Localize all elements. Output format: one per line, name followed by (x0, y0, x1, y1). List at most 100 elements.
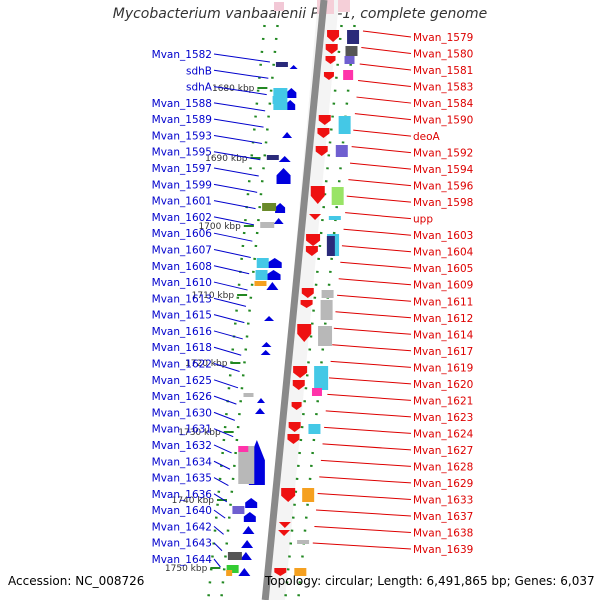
left-gene-leader (213, 477, 229, 486)
right-gene-leader (337, 294, 412, 302)
left-gene-leader (213, 200, 256, 210)
right-gene-label: Mvan_1638 (413, 527, 473, 539)
right-gene-leader (359, 63, 412, 71)
left-gene-label: Mvan_1643 (152, 538, 212, 550)
kbp-tick-label: 1700 kbp (198, 222, 241, 232)
reverse-gene-arrow (281, 488, 296, 502)
right-gene-label: Mvan_1604 (413, 247, 474, 259)
left-gene-leader (213, 297, 247, 307)
feature-box (226, 570, 233, 576)
feature-box (227, 552, 242, 560)
feature-box (320, 300, 333, 320)
forward-gene-arrow (264, 316, 275, 321)
right-gene-leader (319, 476, 412, 484)
right-gene-leader (327, 393, 412, 401)
reverse-gene-arrow (323, 72, 334, 80)
left-gene-label: Mvan_1599 (152, 179, 212, 191)
right-gene-label: Mvan_1611 (413, 296, 473, 308)
right-gene-label: Mvan_1624 (413, 428, 474, 440)
left-gene-label: Mvan_1589 (152, 114, 212, 126)
forward-gene-arrow (273, 218, 284, 224)
reverse-gene-arrow (325, 44, 338, 54)
forward-gene-arrow (289, 65, 298, 69)
left-gene-leader (213, 558, 221, 568)
forward-gene-arrow (256, 398, 265, 403)
forward-gene-arrow (261, 342, 272, 347)
feature-box (344, 56, 355, 64)
forward-gene-arrow (275, 203, 286, 213)
left-gene-label: Mvan_1607 (152, 244, 212, 256)
right-gene-label: Mvan_1623 (413, 412, 473, 424)
forward-gene-arrow (238, 568, 251, 576)
right-gene-leader (317, 492, 412, 500)
right-gene-label: Mvan_1639 (413, 544, 473, 556)
kbp-tick-label: 1740 kbp (172, 496, 215, 506)
feature-box (294, 568, 307, 576)
right-gene-leader (332, 344, 412, 352)
forward-gene-arrow (241, 540, 254, 548)
left-gene-leader (213, 411, 235, 421)
left-gene-label: Mvan_1601 (152, 196, 212, 208)
right-gene-label: Mvan_1627 (413, 445, 473, 457)
reverse-gene-arrow (327, 30, 340, 42)
right-gene-leader (345, 212, 412, 220)
right-gene-leader (312, 542, 412, 550)
feature-box (345, 46, 358, 56)
feature-box (321, 290, 334, 298)
feature-box (328, 216, 341, 220)
right-gene-leader (338, 278, 412, 286)
left-gene-label: Mvan_1606 (152, 228, 213, 240)
forward-gene-arrow (245, 498, 258, 508)
feature-box (314, 366, 329, 390)
right-gene-label: Mvan_1580 (413, 49, 473, 61)
right-gene-leader (349, 162, 412, 170)
forward-gene-arrow (266, 282, 279, 290)
feature-box (226, 565, 239, 573)
right-gene-label: Mvan_1605 (413, 263, 473, 275)
topology-text: Topology: circular; Length: 6,491,865 bp… (265, 574, 595, 588)
feature-box (311, 388, 322, 396)
genome-title: Mycobacterium vanbaalenii PYR-1, complet… (112, 6, 488, 22)
left-gene-leader (213, 134, 263, 144)
right-gene-leader (324, 426, 412, 434)
reverse-gene-arrow (310, 186, 325, 204)
left-gene-leader (213, 281, 248, 291)
reverse-gene-arrow (278, 522, 291, 528)
left-gene-leader (213, 248, 251, 258)
right-gene-label: Mvan_1579 (413, 32, 473, 44)
right-gene-leader (333, 327, 412, 335)
left-gene-label: Mvan_1631 (152, 424, 212, 436)
kbp-tick-label: 1680 kbp (212, 84, 255, 94)
reverse-gene-arrow (278, 530, 291, 536)
left-gene-label: Mvan_1615 (152, 310, 212, 322)
kbp-tick-label: 1750 kbp (165, 564, 208, 574)
right-gene-label: Mvan_1614 (413, 329, 474, 341)
reverse-gene-arrow (315, 146, 328, 156)
right-gene-leader (315, 509, 412, 517)
right-gene-leader (341, 245, 412, 253)
left-gene-leader (213, 265, 250, 275)
genome-backbone (261, 0, 328, 600)
right-gene-label: Mvan_1594 (413, 164, 474, 176)
reverse-gene-arrow (274, 568, 287, 576)
right-gene-label: Mvan_1628 (413, 461, 473, 473)
left-gene-label: Mvan_1634 (152, 456, 213, 468)
left-gene-leader (213, 167, 259, 177)
right-gene-leader (314, 525, 412, 533)
guide-dotted-line (220, 24, 279, 599)
feature-box (331, 187, 344, 205)
left-gene-leader (213, 428, 234, 438)
map-top-feature (274, 2, 284, 11)
left-gene-label: Mvan_1622 (152, 359, 212, 371)
feature-box (255, 270, 268, 280)
right-gene-label: Mvan_1596 (413, 181, 474, 193)
forward-gene-arrow (286, 88, 297, 98)
forward-gene-arrow (260, 350, 271, 355)
left-gene-leader (213, 86, 267, 96)
feature-box (347, 30, 360, 44)
left-gene-leader (213, 526, 224, 535)
left-gene-leader (213, 216, 255, 226)
left-gene-label: sdhB (186, 65, 212, 77)
left-gene-label: Mvan_1608 (152, 261, 212, 273)
feature-box (275, 62, 288, 67)
